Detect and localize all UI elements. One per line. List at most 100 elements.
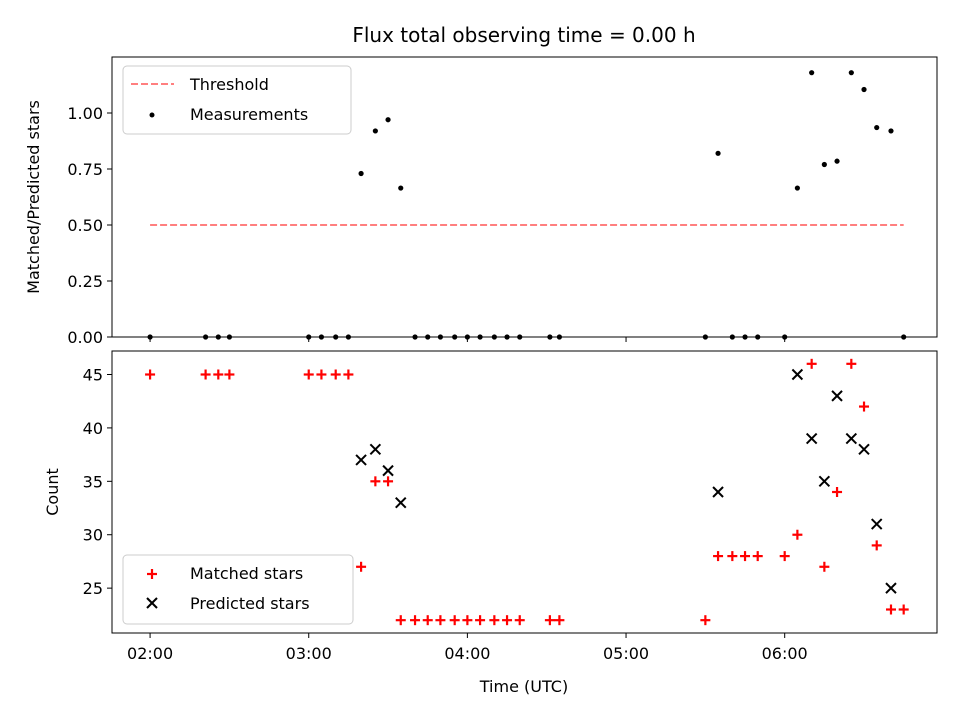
bottom-y-tick-label: 40 bbox=[83, 419, 103, 438]
measurement-point bbox=[848, 70, 854, 76]
predicted-star-point bbox=[712, 486, 724, 498]
top-y-tick-label: 0.00 bbox=[67, 328, 103, 347]
matched-star-point bbox=[752, 551, 763, 562]
predicted-star-point bbox=[805, 432, 818, 445]
measurement-point bbox=[861, 86, 867, 93]
measurement-point bbox=[358, 170, 364, 177]
matched-star-point bbox=[213, 369, 224, 380]
bottom-y-tick-label: 25 bbox=[83, 579, 103, 598]
x-tick-label: 04:00 bbox=[444, 644, 490, 663]
matched-star-point bbox=[410, 615, 421, 626]
predicted-star-point bbox=[858, 443, 870, 455]
legend-threshold-label: Threshold bbox=[189, 75, 269, 94]
matched-star-point bbox=[792, 529, 803, 540]
measurement-point bbox=[874, 124, 880, 131]
top-y-axis-label: Matched/Predicted stars bbox=[24, 100, 43, 294]
predicted-star-point bbox=[395, 496, 407, 509]
matched-star-point bbox=[554, 615, 565, 626]
measurement-point bbox=[888, 128, 894, 134]
predicted-star-point bbox=[818, 475, 831, 488]
bottom-y-tick-label: 35 bbox=[83, 472, 103, 491]
top-x-ticks bbox=[149, 337, 786, 342]
predicted-star-point bbox=[382, 464, 394, 477]
bottom-marks bbox=[145, 358, 909, 626]
matched-star-point bbox=[316, 369, 327, 380]
matched-star-point bbox=[544, 615, 555, 626]
bottom-x-ticks: 02:00 03:00 04:00 05:00 06:00 bbox=[127, 633, 808, 663]
matched-star-point bbox=[145, 369, 156, 380]
matched-star-point bbox=[200, 369, 211, 380]
bottom-y-tick-label: 45 bbox=[83, 366, 103, 385]
matched-star-point bbox=[462, 615, 473, 626]
measurement-point bbox=[809, 70, 815, 76]
matched-star-point bbox=[806, 358, 817, 369]
predicted-star-point bbox=[885, 582, 897, 594]
matched-star-point bbox=[727, 551, 738, 562]
predicted-star-point bbox=[791, 368, 804, 381]
top-y-tick-label: 0.25 bbox=[67, 272, 103, 291]
matched-star-point bbox=[370, 476, 381, 487]
bottom-y-tick-label: 30 bbox=[83, 526, 103, 545]
matched-star-point bbox=[740, 551, 751, 562]
legend-matched-swatch bbox=[147, 569, 157, 579]
measurement-point bbox=[715, 150, 721, 156]
matched-star-point bbox=[224, 369, 235, 380]
legend-matched-label: Matched stars bbox=[190, 564, 303, 583]
predicted-star-point bbox=[871, 518, 883, 530]
top-y-tick-label: 0.75 bbox=[67, 160, 103, 179]
matched-star-point bbox=[343, 369, 354, 380]
matched-star-point bbox=[330, 369, 341, 380]
measurement-point bbox=[372, 128, 378, 134]
predicted-star-point bbox=[831, 390, 843, 402]
matched-star-point bbox=[885, 604, 896, 615]
x-tick-label: 05:00 bbox=[603, 644, 649, 663]
measurement-point bbox=[794, 185, 800, 191]
chart-title: Flux total observing time = 0.00 h bbox=[352, 23, 695, 47]
x-tick-label: 02:00 bbox=[127, 644, 173, 663]
matched-star-point bbox=[422, 615, 433, 626]
measurement-point bbox=[385, 117, 391, 123]
matched-star-point bbox=[356, 561, 367, 572]
bottom-y-ticks: 25 30 35 40 45 bbox=[83, 366, 112, 598]
matched-star-point bbox=[779, 551, 790, 562]
legend-measurements-label: Measurements bbox=[190, 105, 308, 124]
bottom-legend: Matched stars Predicted stars bbox=[122, 554, 354, 625]
matched-star-point bbox=[395, 615, 406, 626]
top-plot-frame bbox=[111, 56, 938, 338]
matched-star-point bbox=[713, 551, 724, 562]
matched-star-point bbox=[514, 615, 525, 626]
legend-measurements-swatch bbox=[149, 112, 155, 118]
x-axis-label: Time (UTC) bbox=[479, 677, 568, 696]
legend-predicted-label: Predicted stars bbox=[190, 594, 310, 613]
predicted-star-point bbox=[355, 454, 367, 466]
legend-predicted-swatch bbox=[146, 597, 158, 609]
measurement-point bbox=[821, 161, 827, 168]
x-tick-label: 03:00 bbox=[286, 644, 332, 663]
bottom-y-axis-label: Count bbox=[43, 468, 62, 516]
matched-star-point bbox=[435, 615, 446, 626]
bottom-legend-box bbox=[122, 554, 354, 625]
matched-star-point bbox=[846, 358, 857, 369]
matched-star-point bbox=[475, 615, 486, 626]
matched-star-point bbox=[502, 615, 513, 626]
bottom-panel: 25 30 35 40 45 02:00 03:00 04:00 05:00 06:00 Cou… bbox=[43, 350, 938, 696]
measurement-point bbox=[834, 158, 840, 164]
top-y-ticks: 0.00 0.25 0.50 0.75 1.00 bbox=[67, 104, 112, 347]
x-tick-label: 06:00 bbox=[762, 644, 808, 663]
top-y-tick-label: 1.00 bbox=[67, 104, 103, 123]
top-legend-box bbox=[122, 65, 352, 135]
top-legend: Threshold Measurements bbox=[122, 65, 352, 135]
matched-star-point bbox=[898, 604, 909, 615]
matched-star-point bbox=[871, 540, 882, 551]
matched-star-point bbox=[489, 615, 500, 626]
matched-star-point bbox=[700, 615, 711, 626]
bottom-plot-frame bbox=[111, 350, 938, 634]
matched-star-point bbox=[819, 561, 830, 572]
matched-star-point bbox=[383, 476, 394, 487]
matched-star-point bbox=[449, 615, 460, 626]
top-y-tick-label: 0.50 bbox=[67, 216, 103, 235]
matched-star-point bbox=[832, 487, 843, 497]
matched-star-point bbox=[859, 401, 870, 412]
measurement-point bbox=[398, 185, 404, 191]
